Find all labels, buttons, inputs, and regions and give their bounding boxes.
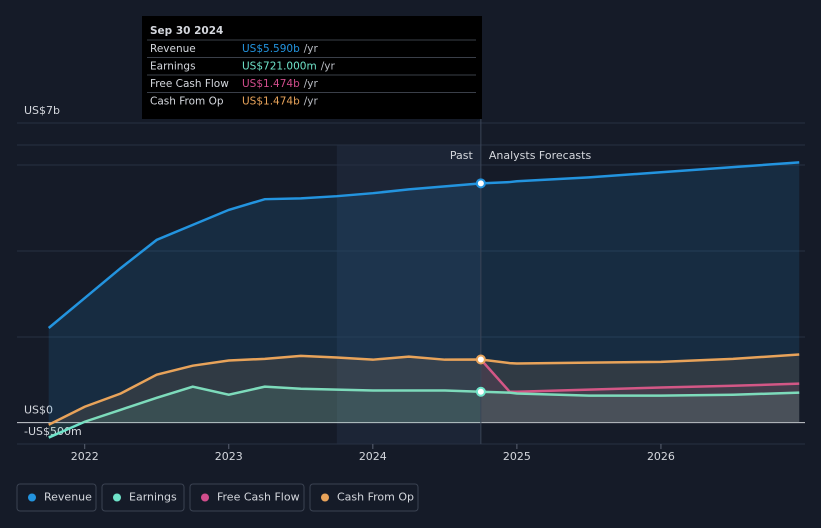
point-marker [475, 386, 486, 397]
series-area [480, 359, 800, 423]
series-area [48, 354, 800, 425]
legend-item[interactable]: Earnings [101, 483, 185, 512]
tooltip-unit: /yr [321, 61, 336, 73]
tooltip-value: US$1.474b/yr [242, 96, 319, 108]
legend-label[interactable]: Cash From Op [337, 491, 414, 504]
series-line [48, 385, 800, 439]
tooltip-label: Free Cash Flow [150, 78, 229, 90]
legend-box[interactable] [16, 483, 97, 512]
legend-item[interactable]: Free Cash Flow [189, 483, 305, 512]
tooltip-label: Revenue [150, 43, 196, 55]
legend-box[interactable] [189, 483, 305, 512]
tooltip-value: US$721.000m/yr [242, 61, 335, 73]
legend-label[interactable]: Free Cash Flow [217, 491, 300, 504]
x-tick-label: 2025 [503, 450, 531, 463]
tooltip-date: Sep 30 2024 [150, 25, 223, 37]
tooltip-value: US$1.474b/yr [242, 78, 319, 90]
x-tick-label: 2026 [647, 450, 675, 463]
tooltip: Sep 30 2024 Revenue US$5.590b/yr Earnings US… [142, 16, 482, 119]
x-tick-label: 2023 [215, 450, 243, 463]
tooltip-value-text: US$1.474b [242, 78, 300, 90]
legend-box[interactable] [309, 483, 419, 512]
point-marker [475, 178, 486, 189]
legend-box[interactable] [101, 483, 185, 512]
series-area [48, 386, 800, 438]
legend-item[interactable]: Revenue [16, 483, 97, 512]
forecast-label: Analysts Forecasts [489, 149, 592, 162]
tooltip-value: US$5.590b/yr [242, 43, 319, 55]
x-tick-label: 2022 [71, 450, 99, 463]
series-line [48, 353, 800, 426]
y-tick-label: US$7b [24, 104, 60, 117]
legend-label[interactable]: Revenue [44, 491, 92, 504]
x-tick-label: 2024 [359, 450, 387, 463]
legend-item[interactable]: Cash From Op [309, 483, 419, 512]
tooltip-value-text: US$1.474b [242, 96, 300, 108]
past-label: Past [450, 149, 474, 162]
tooltip-box [142, 16, 482, 119]
legend-swatch [28, 493, 36, 502]
tooltip-value-text: US$5.590b [242, 43, 300, 55]
legend-label[interactable]: Earnings [129, 491, 177, 504]
point-marker [475, 354, 486, 365]
series-area [48, 162, 800, 423]
tooltip-unit: /yr [304, 78, 319, 90]
tooltip-label: Earnings [150, 61, 196, 73]
legend-swatch [321, 493, 329, 502]
legend-swatch [201, 493, 209, 502]
tooltip-value-text: US$721.000m [242, 61, 317, 73]
tooltip-label: Cash From Op [150, 96, 224, 108]
tooltip-unit: /yr [304, 96, 319, 108]
legend-swatch [113, 493, 121, 502]
series-line [47, 161, 800, 329]
y-tick-label: US$0 [24, 404, 53, 417]
tooltip-unit: /yr [304, 43, 319, 55]
